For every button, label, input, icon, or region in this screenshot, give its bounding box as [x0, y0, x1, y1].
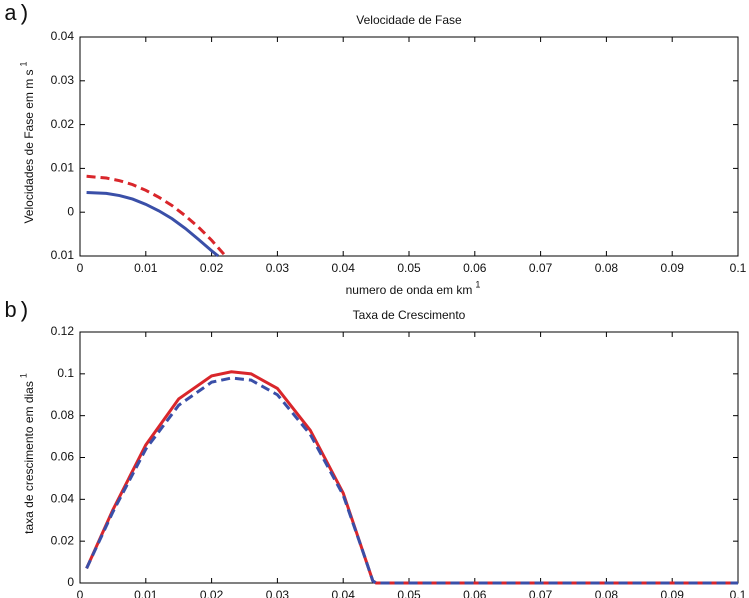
x-tick-label: 0.1	[730, 261, 747, 275]
x-tick-label: 0.04	[332, 588, 356, 598]
y-axis-label-exponent: 1	[18, 61, 28, 66]
y-tick-label: 0.02	[51, 533, 75, 547]
y-tick-label: 0.1	[57, 366, 74, 380]
y-tick-label: 0	[67, 575, 74, 589]
x-tick-label: 0.06	[463, 261, 487, 275]
x-axis-label: numero de onda em km	[346, 283, 473, 297]
x-tick-label: 0.08	[595, 588, 619, 598]
x-axis-label-exponent: 1	[475, 279, 480, 289]
y-tick-label: 0.01	[51, 248, 75, 262]
x-tick-label: 0.1	[730, 588, 747, 598]
y-axis-label-exponent: 1	[18, 373, 28, 378]
y-tick-label: 0.06	[51, 450, 75, 464]
x-tick-label: 0	[77, 588, 84, 598]
series-line	[86, 190, 220, 258]
y-tick-label: 0	[67, 204, 74, 218]
series-line	[86, 174, 226, 257]
y-tick-label: 0.03	[51, 73, 75, 87]
y-tick-label: 0.08	[51, 408, 75, 422]
panel-label: a)	[4, 2, 30, 27]
x-tick-label: 0.01	[134, 588, 158, 598]
x-tick-label: 0.03	[266, 588, 290, 598]
series-line	[85, 370, 738, 585]
x-tick-label: 0.07	[529, 261, 553, 275]
x-tick-label: 0.01	[134, 261, 158, 275]
y-tick-label: 0.12	[51, 324, 75, 338]
axes-box	[79, 331, 739, 584]
x-tick-label: 0.09	[661, 588, 685, 598]
y-tick-label: 0.01	[51, 161, 75, 175]
x-tick-label: 0.02	[200, 588, 224, 598]
x-tick-label: 0.05	[397, 588, 421, 598]
x-tick-label: 0.08	[595, 261, 619, 275]
x-tick-label: 0.07	[529, 588, 553, 598]
series-line	[85, 376, 738, 585]
x-tick-label: 0.05	[397, 261, 421, 275]
y-tick-label: 0.04	[51, 492, 75, 506]
y-axis-label: Velocidades de Fase em m s	[22, 69, 36, 223]
chart-title: Velocidade de Fase	[356, 13, 462, 27]
y-tick-label: 0.04	[51, 29, 75, 43]
x-tick-label: 0.03	[266, 261, 290, 275]
chart-title: Taxa de Crescimento	[353, 308, 466, 322]
x-tick-label: 0.06	[463, 588, 487, 598]
x-tick-label: 0	[77, 261, 84, 275]
y-axis-label: taxa de crescimento em dias	[22, 381, 36, 534]
x-tick-label: 0.02	[200, 261, 224, 275]
panel-label: b)	[4, 299, 30, 324]
x-tick-label: 0.04	[332, 261, 356, 275]
y-tick-label: 0.02	[51, 117, 75, 131]
x-tick-label: 0.09	[661, 261, 685, 275]
